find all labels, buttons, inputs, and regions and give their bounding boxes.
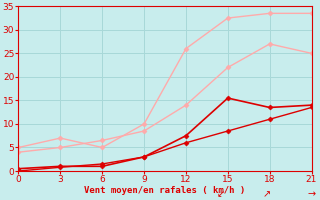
Text: ↗: ↗ xyxy=(263,189,271,199)
X-axis label: Vent moyen/en rafales ( km/h ): Vent moyen/en rafales ( km/h ) xyxy=(84,186,246,195)
Text: ↙: ↙ xyxy=(217,189,225,199)
Text: →: → xyxy=(308,189,316,199)
